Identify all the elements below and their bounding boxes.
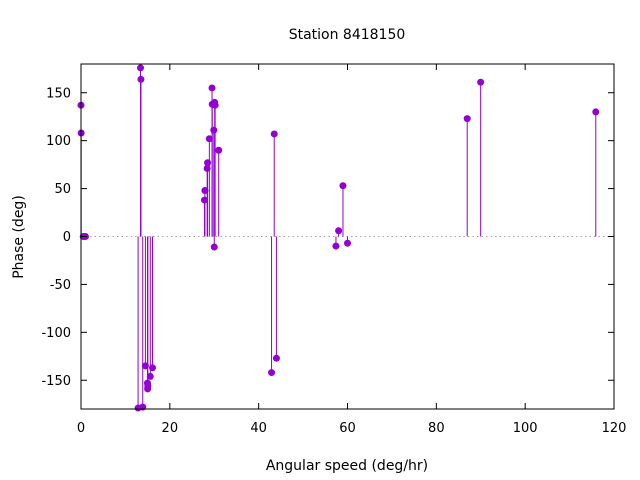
- data-point: [335, 227, 343, 235]
- points: [77, 64, 600, 412]
- data-point: [204, 159, 212, 167]
- x-tick-label: 100: [513, 421, 538, 436]
- data-point: [270, 130, 278, 138]
- data-point: [208, 84, 216, 92]
- data-point: [137, 75, 145, 83]
- x-tick-label: 0: [77, 421, 85, 436]
- impulses: [80, 67, 597, 409]
- y-tick-label: -150: [41, 374, 71, 389]
- data-point: [137, 64, 145, 72]
- x-tick-label: 120: [602, 421, 627, 436]
- chart-title: Station 8418150: [289, 27, 406, 43]
- data-point: [210, 126, 218, 134]
- data-point: [144, 382, 152, 390]
- y-tick-label: -50: [50, 278, 71, 293]
- data-point: [592, 108, 600, 116]
- data-point: [146, 372, 154, 380]
- data-point: [339, 182, 347, 190]
- data-point: [477, 78, 485, 86]
- data-point: [205, 135, 213, 143]
- data-point: [141, 362, 149, 370]
- plot-border: [80, 63, 615, 410]
- y-tick-label: 0: [63, 230, 71, 245]
- x-tick-label: 40: [250, 421, 267, 436]
- y-tick-label: 100: [46, 134, 71, 149]
- ticks: 0 20 40 60 80 100 120 -150 -100 -50 0 50 100 150: [41, 64, 626, 436]
- data-point: [211, 101, 219, 109]
- data-point: [203, 164, 211, 172]
- x-tick-label: 60: [339, 421, 356, 436]
- y-tick-label: 50: [54, 182, 71, 197]
- y-axis-label: Phase (deg): [11, 195, 27, 279]
- data-point: [268, 369, 276, 377]
- data-point: [215, 146, 223, 154]
- data-point: [200, 196, 208, 204]
- x-axis-label: Angular speed (deg/hr): [266, 458, 428, 474]
- data-point: [344, 239, 351, 247]
- data-point: [149, 364, 157, 372]
- y-tick-label: 150: [46, 86, 71, 101]
- data-point: [272, 354, 280, 362]
- data-point: [463, 115, 471, 123]
- x-tick-label: 80: [428, 421, 445, 436]
- data-point: [201, 187, 209, 194]
- y-tick-label: -100: [41, 326, 71, 341]
- data-point: [139, 403, 147, 411]
- x-tick-label: 20: [162, 421, 179, 436]
- data-point: [332, 242, 340, 250]
- data-point: [210, 243, 218, 251]
